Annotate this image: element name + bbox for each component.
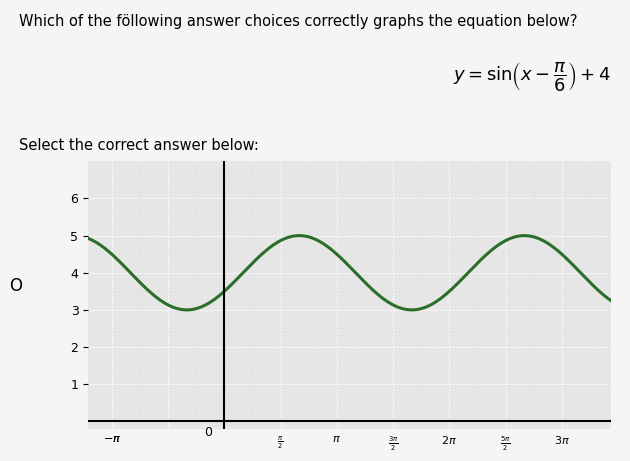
Text: $2\pi$: $2\pi$	[442, 434, 457, 446]
Text: O: O	[9, 277, 22, 295]
Text: $-\pi$: $-\pi$	[103, 434, 121, 444]
Text: Which of the föllowing answer choices correctly graphs the equation below?: Which of the föllowing answer choices co…	[19, 14, 578, 29]
Text: $\pi$: $\pi$	[333, 434, 341, 444]
Text: $\frac{\pi}{2}$: $\frac{\pi}{2}$	[277, 434, 284, 451]
Text: $3\pi$: $3\pi$	[554, 434, 570, 446]
Text: $\frac{5\pi}{2}$: $\frac{5\pi}{2}$	[500, 434, 511, 453]
Text: 0: 0	[203, 426, 212, 439]
Text: $y = \sin\!\left(x - \dfrac{\pi}{6}\right) + 4$: $y = \sin\!\left(x - \dfrac{\pi}{6}\righ…	[454, 60, 611, 93]
Text: $\frac{3\pi}{2}$: $\frac{3\pi}{2}$	[388, 434, 398, 453]
Text: $-\pi$: $-\pi$	[103, 434, 121, 444]
Text: Select the correct answer below:: Select the correct answer below:	[19, 138, 259, 154]
